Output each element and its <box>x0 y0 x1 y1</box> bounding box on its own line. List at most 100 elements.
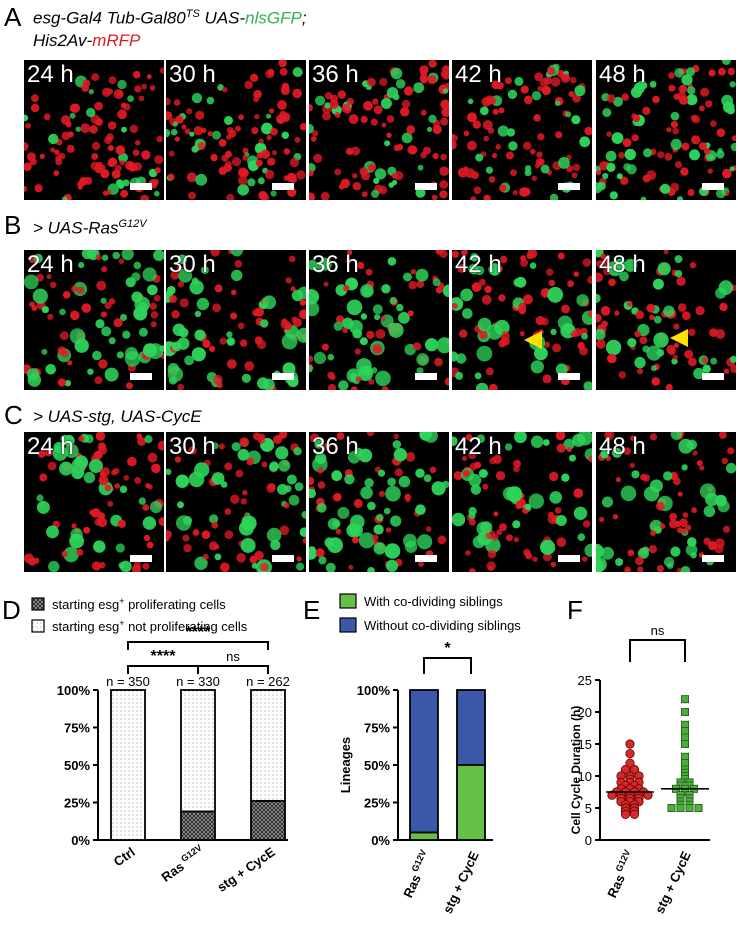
gfp-nucleus <box>36 494 44 502</box>
gfp-nucleus <box>468 512 476 519</box>
rfp-nucleus <box>534 72 544 82</box>
rfp-nucleus <box>61 550 68 558</box>
rfp-nucleus <box>413 342 422 351</box>
rfp-nucleus <box>89 509 96 516</box>
rfp-nucleus <box>400 107 410 117</box>
gfp-nucleus <box>563 438 575 450</box>
rfp-nucleus <box>513 465 520 473</box>
y-tick-label-e: 100% <box>357 683 391 698</box>
gfp-nucleus <box>638 547 649 559</box>
gfp-nucleus <box>717 500 730 513</box>
timepoint-label: 24 h <box>27 251 74 278</box>
rfp-nucleus <box>337 90 346 99</box>
rfp-nucleus <box>106 88 113 95</box>
gfp-nucleus <box>442 88 449 94</box>
gfp-nucleus <box>318 556 327 565</box>
gfp-nucleus <box>456 353 467 364</box>
gfp-nucleus <box>153 250 164 262</box>
rfp-nucleus <box>283 502 290 509</box>
gfp-nucleus <box>53 442 65 453</box>
gfp-nucleus <box>237 184 249 196</box>
gfp-nucleus <box>71 458 87 474</box>
legend-swatch-d-1 <box>31 597 45 611</box>
gfp-nucleus <box>721 60 731 65</box>
rfp-nucleus <box>207 131 213 137</box>
rfp-nucleus <box>138 95 145 102</box>
gfp-nucleus <box>294 482 304 492</box>
micrograph-svg <box>452 432 592 572</box>
rfp-nucleus <box>673 323 680 330</box>
rfp-nucleus <box>98 475 109 486</box>
rfp-nucleus <box>432 124 442 135</box>
rfp-nucleus <box>29 301 35 308</box>
rfp-nucleus <box>146 541 154 549</box>
gfp-nucleus <box>377 469 386 477</box>
gfp-nucleus <box>476 434 485 443</box>
gfp-nucleus <box>64 380 71 387</box>
rfp-nucleus <box>156 135 163 143</box>
rfp-nucleus <box>393 144 401 152</box>
rfp-nucleus <box>81 303 92 313</box>
gfp-nucleus <box>337 506 350 519</box>
rfp-nucleus <box>684 349 694 359</box>
rfp-nucleus <box>548 511 555 518</box>
gfp-nucleus <box>442 284 449 298</box>
rfp-nucleus <box>572 163 581 172</box>
gfp-nucleus <box>529 262 537 269</box>
rfp-nucleus <box>537 133 545 141</box>
rfp-nucleus <box>488 565 494 571</box>
rfp-nucleus <box>546 66 556 76</box>
gfp-nucleus <box>231 442 241 452</box>
gfp-nucleus <box>563 323 574 334</box>
rfp-nucleus <box>352 536 359 544</box>
rfp-nucleus <box>153 294 161 302</box>
gfp-nucleus <box>133 261 142 270</box>
gfp-nucleus <box>224 116 233 125</box>
rfp-nucleus <box>499 523 507 532</box>
rfp-nucleus <box>614 310 620 316</box>
rfp-nucleus <box>345 147 354 155</box>
rfp-nucleus <box>328 384 336 390</box>
gfp-nucleus <box>554 100 561 107</box>
rfp-nucleus <box>242 147 249 154</box>
rfp-nucleus <box>154 155 164 165</box>
rfp-nucleus <box>71 523 77 529</box>
gfp-nucleus <box>470 253 479 262</box>
rfp-nucleus <box>342 327 348 334</box>
rfp-nucleus <box>672 477 681 486</box>
y-tick-label-e: 0% <box>371 833 390 848</box>
gfp-nucleus <box>417 534 433 550</box>
rfp-nucleus <box>255 159 263 167</box>
rfp-nucleus <box>366 432 375 437</box>
gfp-nucleus <box>170 128 178 136</box>
gfp-nucleus <box>596 293 601 303</box>
point-f-ras <box>620 765 631 775</box>
rfp-nucleus <box>722 168 732 179</box>
rfp-nucleus <box>380 315 386 321</box>
gfp-nucleus <box>177 254 188 265</box>
rfp-nucleus <box>452 303 458 309</box>
gfp-nucleus <box>241 515 257 531</box>
rfp-nucleus <box>143 534 151 542</box>
rfp-nucleus <box>452 135 458 142</box>
x-label-f-2-main: stg + CycE <box>652 849 694 916</box>
gfp-nucleus <box>167 285 176 295</box>
gfp-nucleus <box>142 516 157 530</box>
rfp-nucleus <box>181 124 187 130</box>
rfp-nucleus <box>249 73 259 82</box>
gfp-nucleus <box>674 270 683 278</box>
rfp-nucleus <box>637 566 644 572</box>
scale-bar <box>702 373 724 380</box>
rfp-nucleus <box>231 157 242 167</box>
rfp-nucleus <box>246 457 254 466</box>
rfp-nucleus <box>333 492 342 502</box>
gfp-nucleus <box>380 98 392 109</box>
gfp-nucleus <box>670 546 681 557</box>
rfp-nucleus <box>137 437 146 446</box>
rfp-nucleus <box>341 103 351 113</box>
rfp-nucleus <box>120 189 129 198</box>
rfp-nucleus <box>378 490 386 497</box>
rfp-nucleus <box>727 67 736 76</box>
gfp-nucleus <box>41 306 49 314</box>
rfp-nucleus <box>104 136 112 145</box>
